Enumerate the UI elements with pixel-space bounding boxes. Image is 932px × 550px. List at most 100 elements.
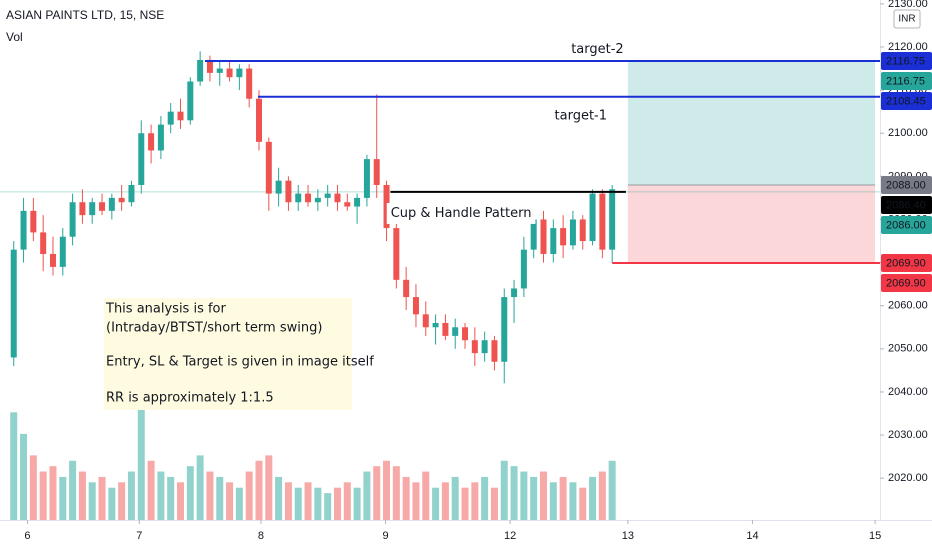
volume-bar	[451, 476, 459, 520]
candle-body	[305, 193, 312, 203]
candle-body	[295, 193, 302, 203]
note-line: RR is approximately 1:1.5	[106, 391, 274, 406]
volume-bar	[510, 466, 518, 520]
price-label: 2069.90	[886, 277, 926, 289]
candle-body	[167, 111, 174, 125]
candle-body	[40, 232, 47, 254]
note-box	[104, 298, 352, 410]
candle-body	[265, 141, 272, 194]
candle-body	[89, 202, 96, 216]
candle-body	[216, 68, 223, 73]
price-label-bg	[881, 254, 932, 273]
y-tick-label: 2050.00	[888, 343, 928, 355]
volume-bar	[314, 487, 322, 520]
candle-body	[49, 253, 56, 267]
price-label: 2116.75	[886, 55, 925, 67]
candle-body	[118, 197, 125, 203]
price-label: 2116.75	[886, 75, 925, 87]
x-tick-label: 7	[136, 530, 142, 542]
volume-bar	[422, 471, 430, 520]
price-label-bg	[881, 52, 932, 71]
candle-body	[373, 159, 380, 185]
candle-body	[452, 327, 459, 336]
volume-bar	[304, 482, 312, 520]
volume-bar	[196, 455, 204, 520]
candle-body	[520, 249, 527, 289]
candle-body	[255, 98, 262, 142]
candle-body	[177, 111, 184, 121]
volume-bar	[481, 476, 489, 520]
price-label-bg	[881, 195, 932, 214]
candle-body	[275, 180, 282, 194]
volume-bar	[363, 471, 371, 520]
volume-bar	[245, 471, 253, 520]
volume-bar	[226, 482, 234, 520]
volume-bar	[520, 471, 528, 520]
volume-bar	[402, 476, 410, 520]
volume-bar	[598, 471, 606, 520]
volume-bar	[20, 433, 28, 520]
x-tick-label: 13	[622, 530, 634, 542]
volume-bar	[235, 487, 243, 520]
y-tick-label: 2040.00	[888, 386, 928, 398]
volume-bar	[333, 487, 341, 520]
volume-bar	[461, 487, 469, 520]
candle-body	[79, 202, 86, 216]
candle-body	[383, 184, 390, 229]
volume-bar	[471, 482, 479, 520]
volume-bar	[88, 482, 96, 520]
volume-bar	[157, 471, 165, 520]
candle-body	[579, 219, 586, 242]
candle-body	[324, 193, 331, 198]
volume-bar	[549, 482, 557, 520]
price-label-bg	[881, 274, 932, 293]
chart-title: ASIAN PAINTS LTD, 15, NSE	[6, 8, 164, 22]
volume-bar	[206, 471, 214, 520]
y-tick-label: 2130.00	[888, 0, 928, 10]
candle-body	[422, 314, 429, 328]
volume-bar	[147, 460, 155, 520]
volume-bar	[559, 476, 567, 520]
note-line: Entry, SL & Target is given in image its…	[106, 355, 374, 370]
candle-body	[197, 59, 204, 82]
x-tick-label: 14	[746, 530, 758, 542]
candle-body	[246, 68, 253, 99]
volume-bar	[108, 487, 116, 520]
y-tick-label: 2030.00	[888, 429, 928, 441]
x-tick-label: 9	[382, 530, 388, 542]
note-line: This analysis is for	[105, 302, 227, 317]
volume-bar	[294, 487, 302, 520]
candle-body	[589, 193, 596, 242]
volume-bar	[441, 482, 449, 520]
candle-body	[285, 180, 292, 203]
volume-bar	[540, 471, 548, 520]
volume-bar	[490, 487, 498, 520]
candle-body	[412, 297, 419, 315]
volume-bar	[127, 471, 135, 520]
candle-body	[560, 228, 567, 246]
candle-body	[226, 68, 233, 78]
volume-bar	[186, 466, 194, 520]
x-tick-label: 6	[24, 530, 30, 542]
volume-bar	[49, 466, 57, 520]
price-label: 2108.45	[886, 95, 926, 107]
annotation: target-2	[571, 42, 624, 57]
volume-bar	[78, 471, 86, 520]
y-tick-label: 2020.00	[888, 472, 928, 484]
volume-bar	[275, 476, 283, 520]
candle-body	[550, 228, 557, 254]
volume-bar	[255, 460, 263, 520]
candle-body	[363, 159, 370, 198]
candle-body	[432, 322, 439, 328]
volume-bar	[69, 460, 77, 520]
x-tick-label: 8	[258, 530, 264, 542]
candle-body	[59, 236, 66, 267]
volume-bar	[500, 460, 508, 520]
candle-body	[501, 297, 508, 362]
volume-bar	[29, 455, 37, 520]
volume-bar	[324, 493, 332, 520]
candle-body	[442, 322, 449, 336]
stop-zone	[627, 184, 876, 264]
